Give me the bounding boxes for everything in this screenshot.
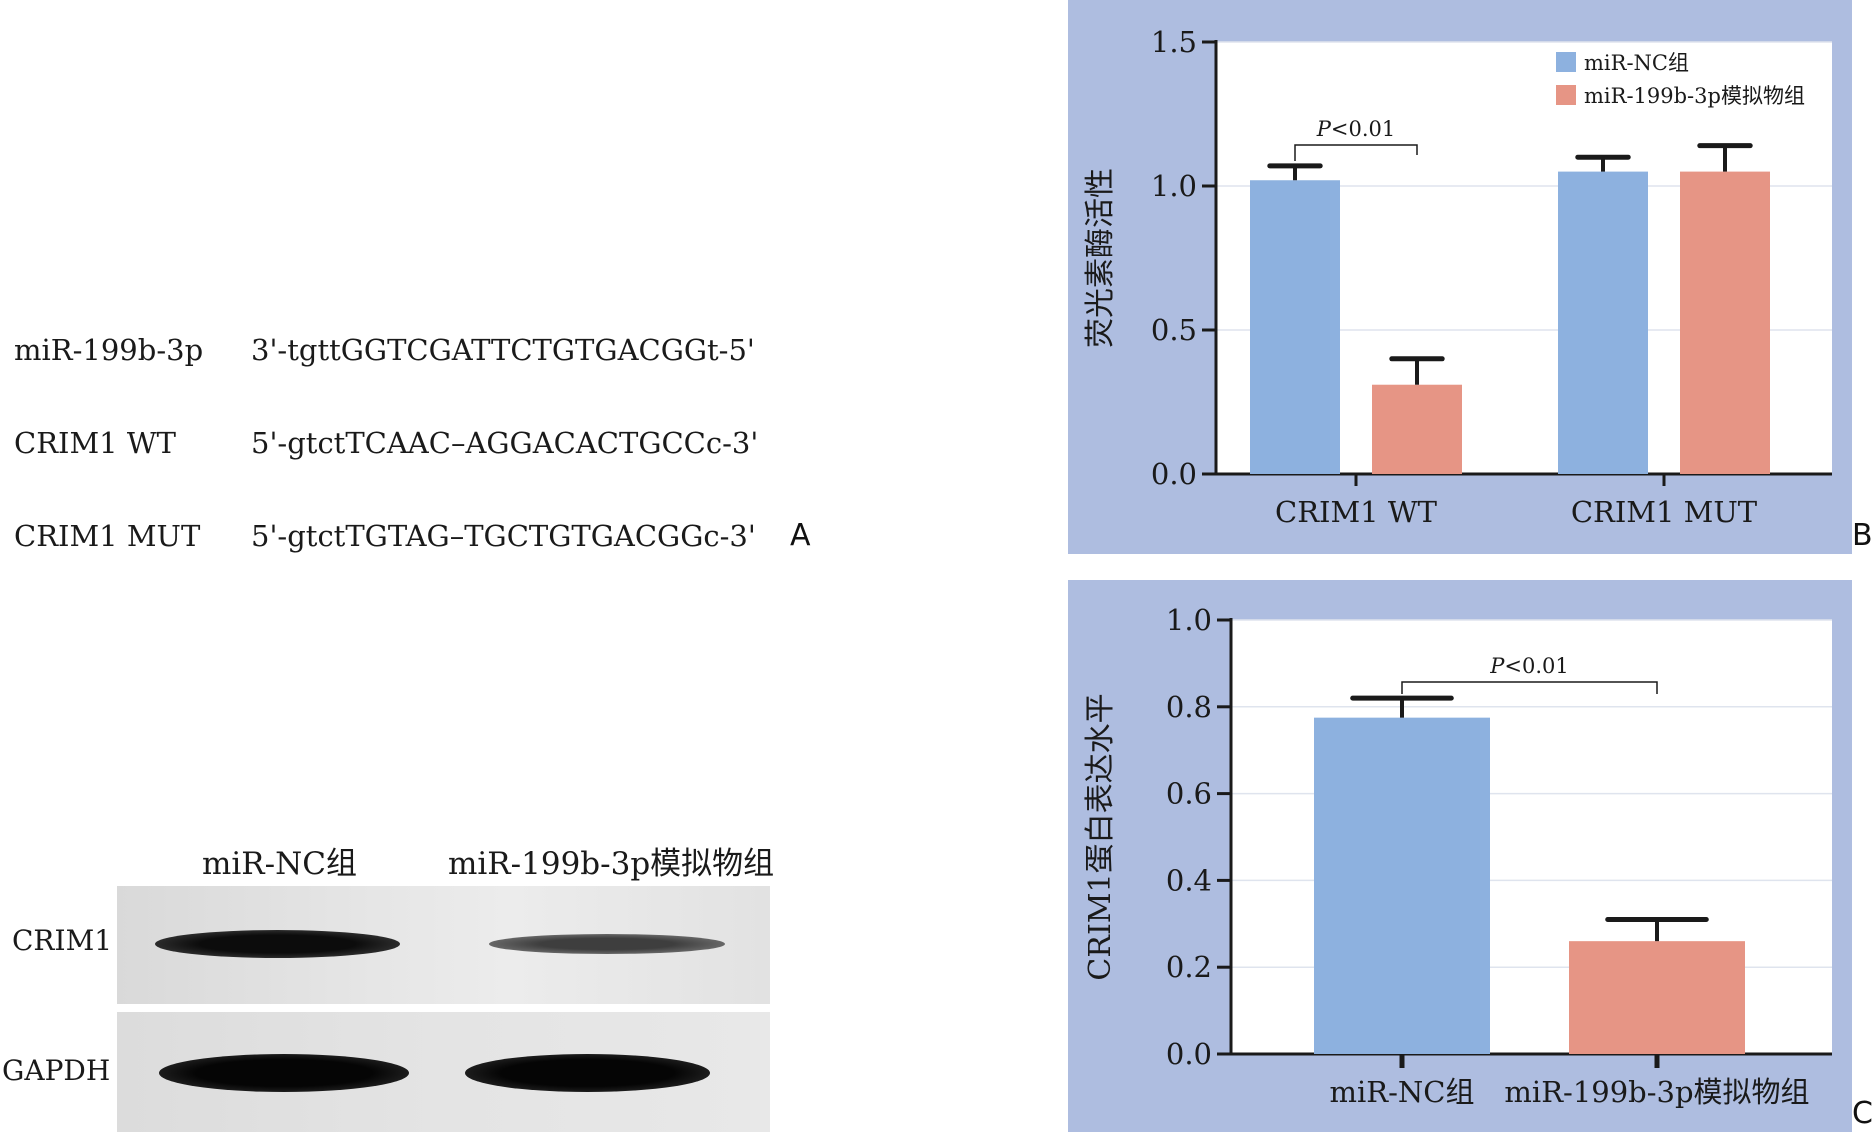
y-tick-label: 0.5 (1151, 313, 1197, 347)
bar (1680, 171, 1770, 474)
panel-label-b: B (1852, 518, 1873, 553)
x-tick-label: CRIM1 WT (1275, 495, 1438, 529)
bar (1250, 180, 1340, 475)
luciferase-bar-chart: 0.0 0.5 1.0 1.5 荧光素酶活性 CRIM1 WT CRIM1 MUT miR-N… (1083, 25, 1832, 529)
sequence-name: CRIM1 MUT (14, 519, 201, 553)
sequence-name: miR-199b-3p (14, 333, 204, 367)
y-tick-label: 1.5 (1151, 25, 1197, 59)
y-tick-label: 0.2 (1166, 950, 1212, 984)
y-tick-label: 1.0 (1151, 169, 1197, 203)
luciferase-chart-panel: 0.0 0.5 1.0 1.5 荧光素酶活性 CRIM1 WT CRIM1 MUT miR-N… (1068, 0, 1852, 554)
x-tick-label: miR-NC组 (1330, 1075, 1475, 1109)
blot-row-label: GAPDH (2, 1054, 111, 1087)
significance-label: P<0.01 (1316, 117, 1396, 141)
y-axis-label: 荧光素酶活性 (1083, 168, 1118, 348)
y-tick-label: 0.8 (1166, 690, 1212, 724)
y-tick-label: 0.0 (1166, 1037, 1212, 1071)
y-axis-label: CRIM1蛋白表达水平 (1083, 693, 1118, 980)
sequence-text: 5'-gtctTGTAG–TGCTGTGACGGc-3' (251, 519, 756, 553)
legend-swatch (1556, 52, 1576, 72)
y-tick-label: 1.0 (1166, 603, 1212, 637)
significance-bracket (1401, 681, 1658, 694)
legend-swatch (1556, 85, 1576, 105)
blot-column-label: miR-NC组 (202, 846, 357, 882)
legend-label: miR-NC组 (1584, 51, 1689, 75)
legend-label: miR-199b-3p模拟物组 (1584, 84, 1805, 108)
blot-row-label: CRIM1 (12, 924, 113, 957)
blot-band (155, 930, 400, 958)
significance-bracket (1294, 144, 1418, 161)
y-tick-label: 0.0 (1151, 457, 1197, 491)
panel-label-c: C (1852, 1096, 1873, 1131)
y-tick-label: 0.4 (1166, 863, 1212, 897)
sequence-text: 5'-gtctTCAAC–AGGACACTGCCc-3' (251, 426, 759, 460)
sequence-name: CRIM1 WT (14, 426, 176, 460)
x-tick-label: CRIM1 MUT (1571, 495, 1758, 529)
blot-column-label: miR-199b-3p模拟物组 (448, 846, 775, 882)
sequence-text: 3'-tgttGGTCGATTCTGTGACGGt-5' (251, 333, 755, 367)
blot-band (465, 1054, 710, 1092)
bar (1314, 717, 1490, 1054)
protein-bar-chart: 0.0 0.2 0.4 0.6 0.8 1.0 CRIM1蛋白表达水平 miR-NC组 miR-… (1083, 603, 1832, 1109)
blot-band (159, 1054, 409, 1092)
blot-image-crim1 (117, 886, 770, 1004)
panel-label-a: A (790, 518, 811, 553)
blot-image-gapdh (117, 1012, 770, 1132)
protein-chart-panel: 0.0 0.2 0.4 0.6 0.8 1.0 CRIM1蛋白表达水平 miR-NC组 miR-… (1068, 580, 1852, 1132)
bar (1558, 171, 1648, 474)
x-tick-label: miR-199b-3p模拟物组 (1504, 1075, 1809, 1109)
y-tick-label: 0.6 (1166, 777, 1212, 811)
bar (1372, 384, 1462, 474)
blot-band (489, 934, 725, 954)
bar (1569, 941, 1745, 1054)
significance-label: P<0.01 (1489, 654, 1569, 678)
